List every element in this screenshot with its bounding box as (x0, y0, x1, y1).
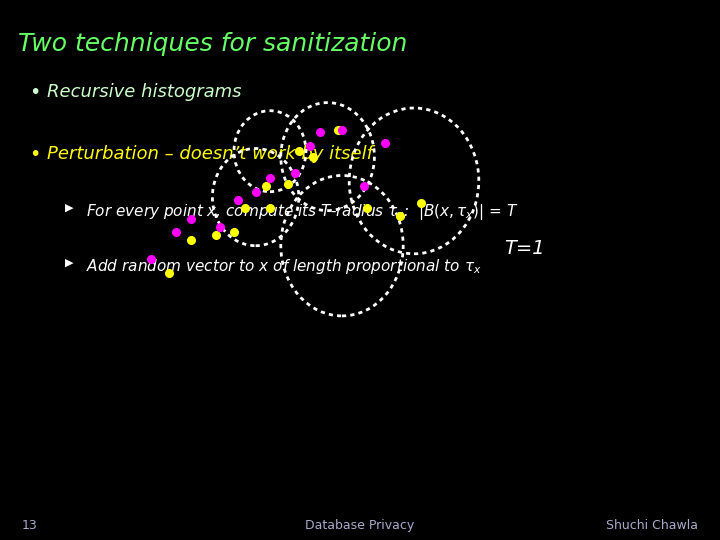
Text: Recursive histograms: Recursive histograms (47, 83, 241, 102)
Text: Shuchi Chawla: Shuchi Chawla (606, 518, 698, 532)
Text: For every point x, compute its T-radius $\tau_x$:  $|B(x, \tau_x)|$ = T: For every point x, compute its T-radius … (86, 202, 519, 222)
Text: Two techniques for sanitization: Two techniques for sanitization (18, 31, 408, 56)
Text: Database Privacy: Database Privacy (305, 518, 415, 532)
Text: •: • (29, 83, 40, 103)
Text: ▶: ▶ (65, 257, 73, 267)
Text: •: • (29, 145, 40, 164)
Text: 13: 13 (22, 518, 37, 532)
Text: ▶: ▶ (65, 202, 73, 212)
Text: Add random vector to x of length proportional to $\tau_x$: Add random vector to x of length proport… (86, 257, 482, 276)
Text: T=1: T=1 (504, 239, 544, 258)
Text: Perturbation – doesn’t work by itself: Perturbation – doesn’t work by itself (47, 145, 373, 163)
